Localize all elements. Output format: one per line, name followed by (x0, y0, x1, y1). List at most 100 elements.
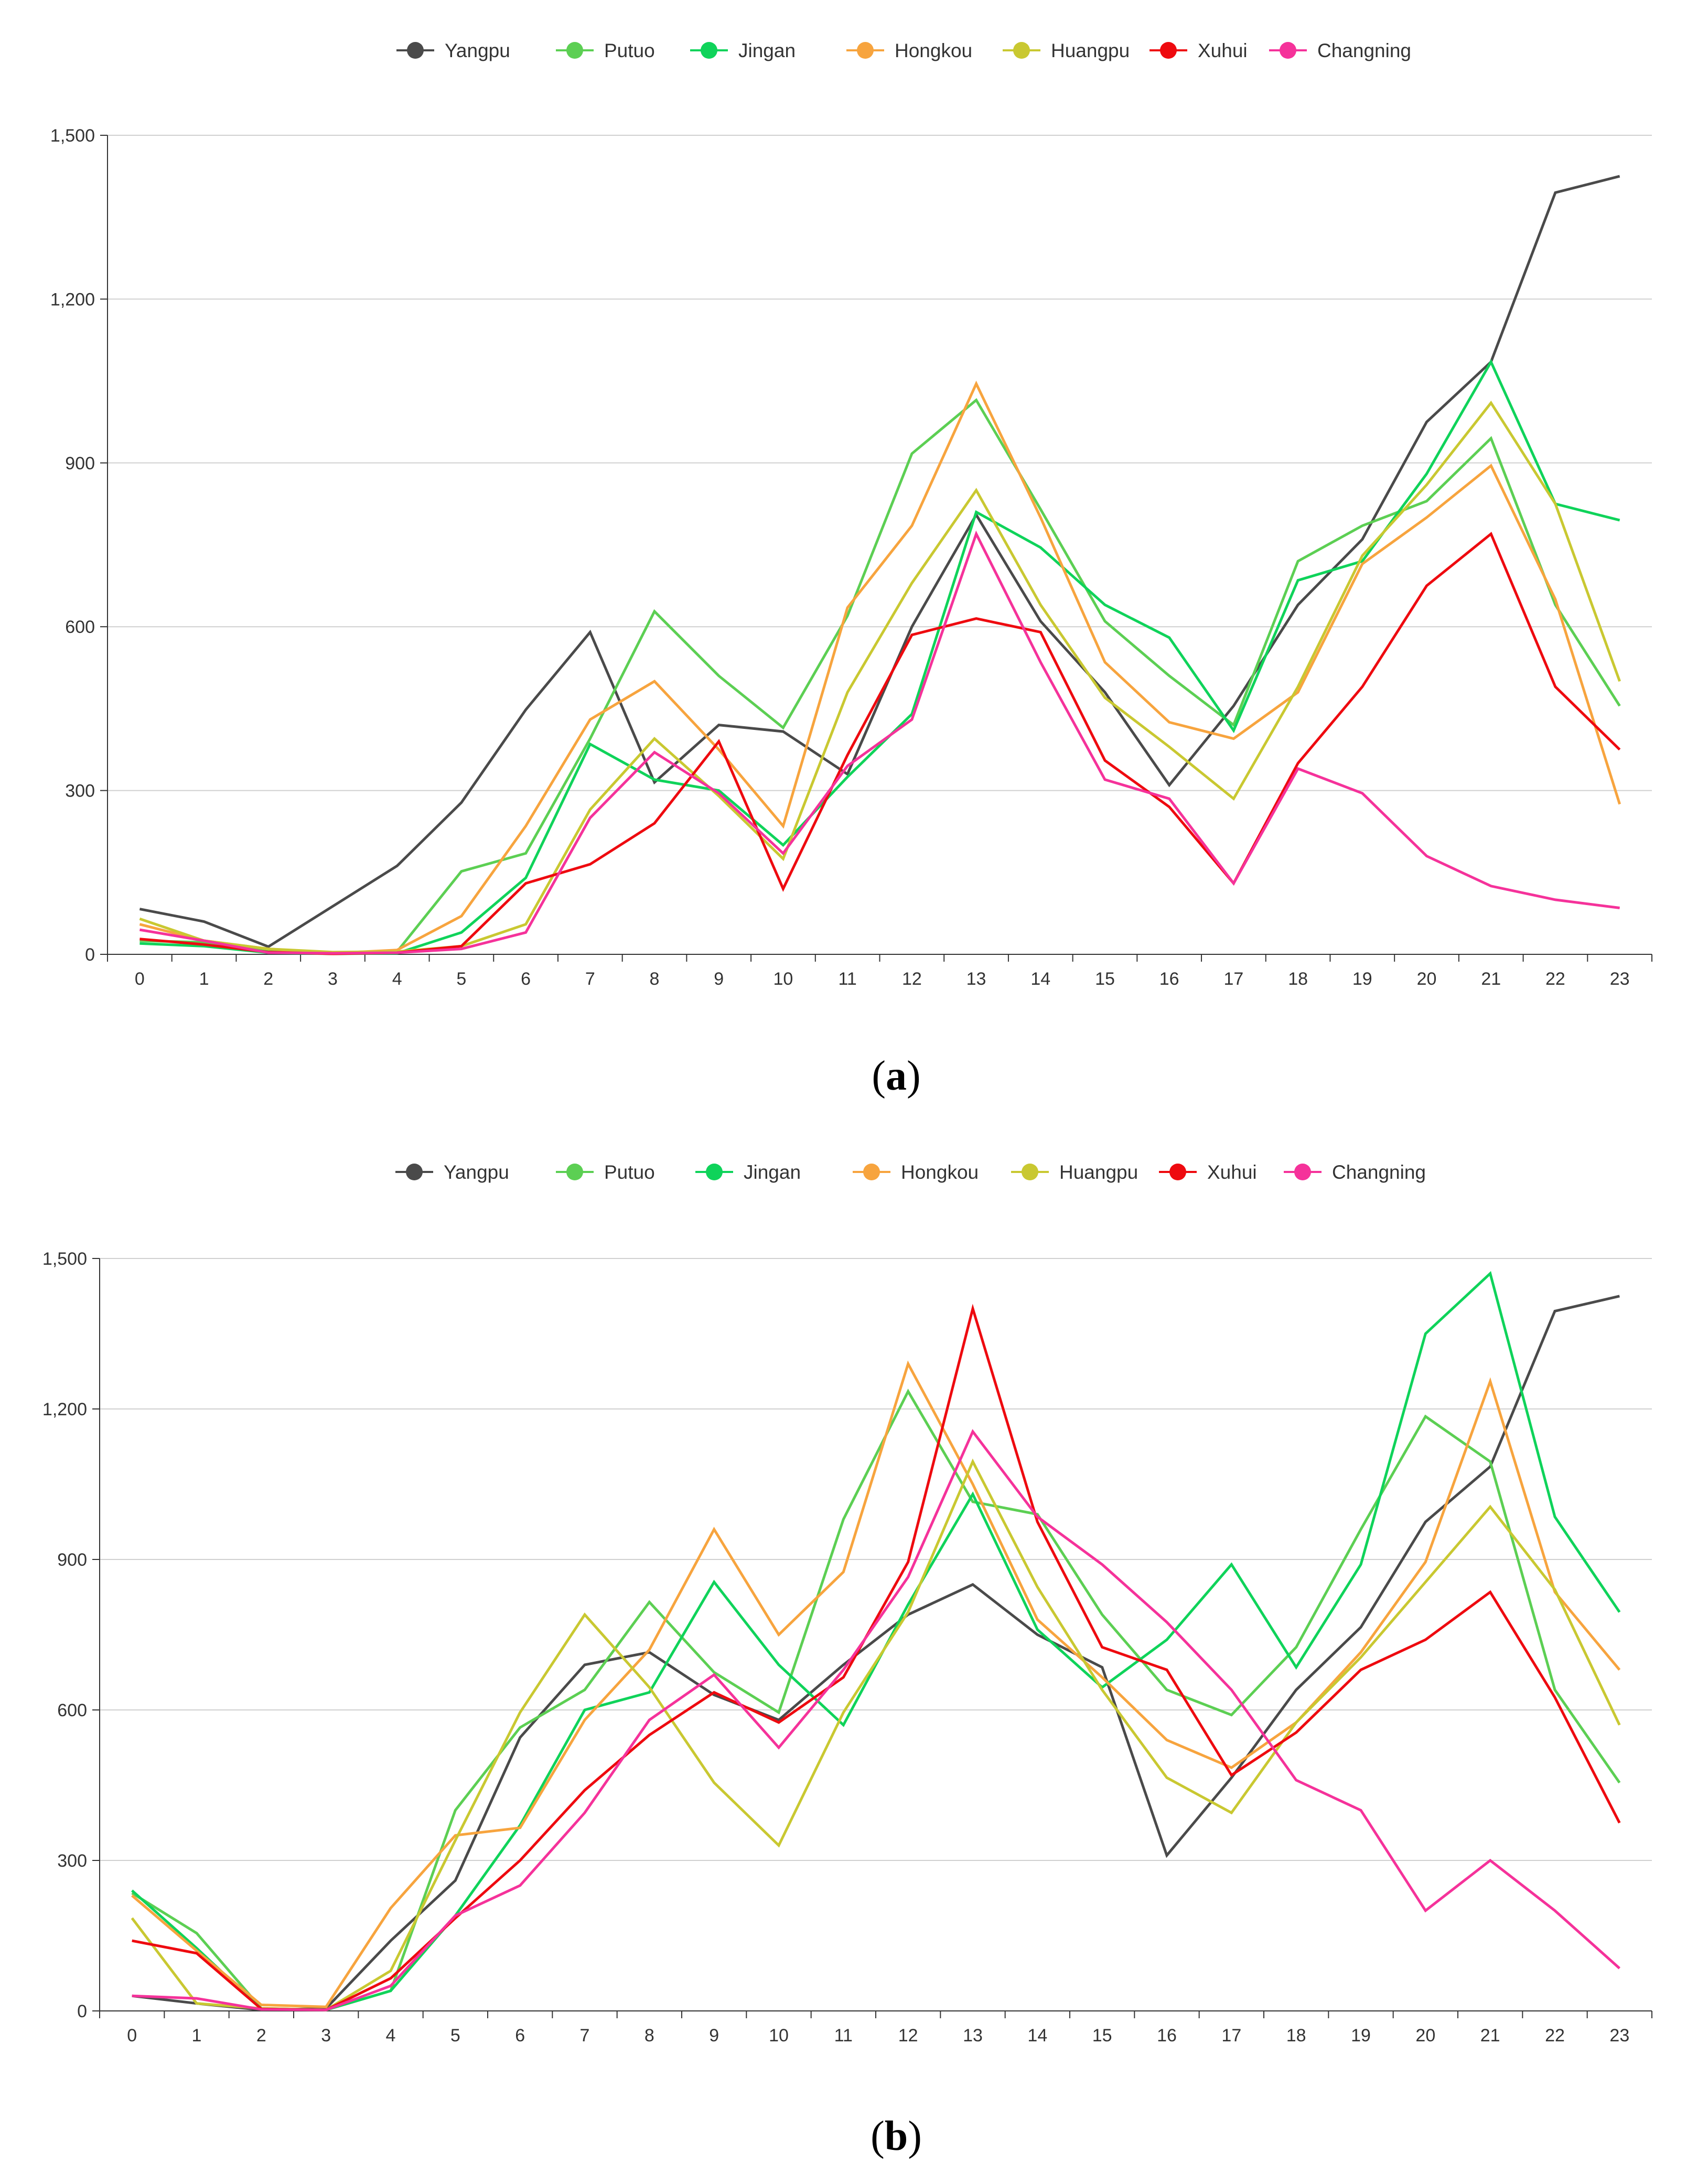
legend-label-changning: Changning (1332, 1161, 1426, 1183)
x-tick-label: 17 (1221, 2026, 1241, 2046)
y-tick-label: 0 (85, 945, 95, 965)
x-tick-label: 2 (263, 969, 273, 989)
x-tick-label: 21 (1481, 969, 1501, 989)
legend-label-yangpu: Yangpu (444, 1161, 509, 1183)
legend-label-huangpu: Huangpu (1059, 1161, 1138, 1183)
x-tick-label: 0 (127, 2026, 137, 2046)
x-tick-label: 6 (521, 969, 531, 989)
series-line-yangpu (139, 175, 1620, 949)
y-tick-label: 0 (77, 2001, 87, 2021)
x-tick-label: 2 (256, 2026, 266, 2046)
legend-marker (566, 42, 583, 59)
x-tick-label: 7 (585, 969, 595, 989)
legend-marker (1160, 42, 1177, 59)
legend-marker (863, 1164, 880, 1180)
y-tick-label: 600 (65, 617, 95, 637)
x-tick-label: 13 (963, 2026, 983, 2046)
legend-marker (1294, 1164, 1311, 1180)
legend-marker (1169, 1164, 1186, 1180)
x-tick-label: 5 (456, 969, 466, 989)
series-line-hongkou (131, 1360, 1621, 2008)
legend-label-changning: Changning (1317, 40, 1411, 61)
y-tick-label: 300 (65, 781, 95, 801)
y-tick-label: 300 (57, 1851, 87, 1871)
x-tick-label: 0 (135, 969, 145, 989)
x-tick-label: 10 (769, 2026, 789, 2046)
legend-label-xuhui: Xuhui (1207, 1161, 1257, 1183)
series-line-jingan (131, 1271, 1621, 2011)
x-tick-label: 4 (386, 2026, 396, 2046)
legend-marker (857, 42, 874, 59)
x-tick-label: 6 (515, 2026, 525, 2046)
y-tick-label: 1,200 (50, 289, 95, 309)
x-tick-label: 7 (580, 2026, 590, 2046)
y-tick-label: 1,500 (50, 126, 95, 146)
y-tick-label: 900 (65, 454, 95, 473)
x-tick-label: 9 (709, 2026, 719, 2046)
legend-marker (406, 1164, 423, 1180)
legend-marker (1280, 42, 1296, 59)
x-tick-label: 4 (392, 969, 402, 989)
y-tick-label: 600 (57, 1701, 87, 1720)
legend-marker (1022, 1164, 1038, 1180)
legend-label-yangpu: Yangpu (445, 40, 510, 61)
x-tick-label: 20 (1415, 2026, 1435, 2046)
y-tick-label: 900 (57, 1550, 87, 1570)
legend-label-hongkou: Hongkou (895, 40, 972, 61)
x-tick-label: 8 (644, 2026, 654, 2046)
legend-label-xuhui: Xuhui (1198, 40, 1248, 61)
x-tick-label: 15 (1092, 2026, 1112, 2046)
series-line-changning (139, 530, 1620, 955)
x-tick-label: 14 (1030, 969, 1050, 989)
x-tick-label: 23 (1610, 969, 1630, 989)
legend-marker (701, 42, 717, 59)
y-tick-label: 1,500 (42, 1249, 87, 1269)
x-tick-label: 1 (192, 2026, 202, 2046)
x-tick-label: 11 (838, 969, 856, 989)
legend-marker (706, 1164, 723, 1180)
x-tick-label: 8 (650, 969, 660, 989)
x-tick-label: 1 (199, 969, 209, 989)
x-tick-label: 3 (328, 969, 338, 989)
x-tick-label: 15 (1095, 969, 1115, 989)
x-tick-label: 19 (1352, 969, 1372, 989)
series-line-changning (132, 1429, 1620, 2011)
legend-label-jingan: Jingan (738, 40, 796, 61)
legend-label-huangpu: Huangpu (1051, 40, 1130, 61)
x-tick-label: 12 (902, 969, 922, 989)
x-tick-label: 11 (834, 2026, 853, 2046)
series-line-huangpu (131, 1458, 1621, 2011)
x-tick-label: 5 (450, 2026, 460, 2046)
x-tick-label: 18 (1288, 969, 1308, 989)
legend-label-jingan: Jingan (744, 1161, 801, 1183)
x-tick-label: 3 (321, 2026, 331, 2046)
x-tick-label: 22 (1545, 2026, 1565, 2046)
caption-a: (a) (872, 1053, 920, 1099)
x-tick-label: 20 (1417, 969, 1437, 989)
x-tick-label: 9 (714, 969, 724, 989)
x-tick-label: 19 (1351, 2026, 1371, 2046)
legend-marker (566, 1164, 583, 1180)
x-tick-label: 10 (774, 969, 793, 989)
x-tick-label: 22 (1545, 969, 1565, 989)
y-tick-label: 1,200 (42, 1400, 87, 1419)
x-tick-label: 12 (898, 2026, 918, 2046)
x-tick-label: 21 (1480, 2026, 1500, 2046)
x-tick-label: 23 (1609, 2026, 1629, 2046)
series-line-yangpu (132, 1295, 1620, 2011)
x-tick-label: 14 (1027, 2026, 1047, 2046)
legend-marker (1013, 42, 1030, 59)
x-tick-label: 18 (1286, 2026, 1306, 2046)
legend-label-putuo: Putuo (604, 1161, 655, 1183)
x-tick-label: 16 (1157, 2026, 1177, 2046)
series-line-xuhui (132, 1304, 1621, 2011)
legend-label-putuo: Putuo (604, 40, 655, 61)
legend-label-hongkou: Hongkou (901, 1161, 979, 1183)
x-tick-label: 16 (1159, 969, 1179, 989)
legend-marker (407, 42, 424, 59)
caption-b: (b) (871, 2113, 922, 2159)
